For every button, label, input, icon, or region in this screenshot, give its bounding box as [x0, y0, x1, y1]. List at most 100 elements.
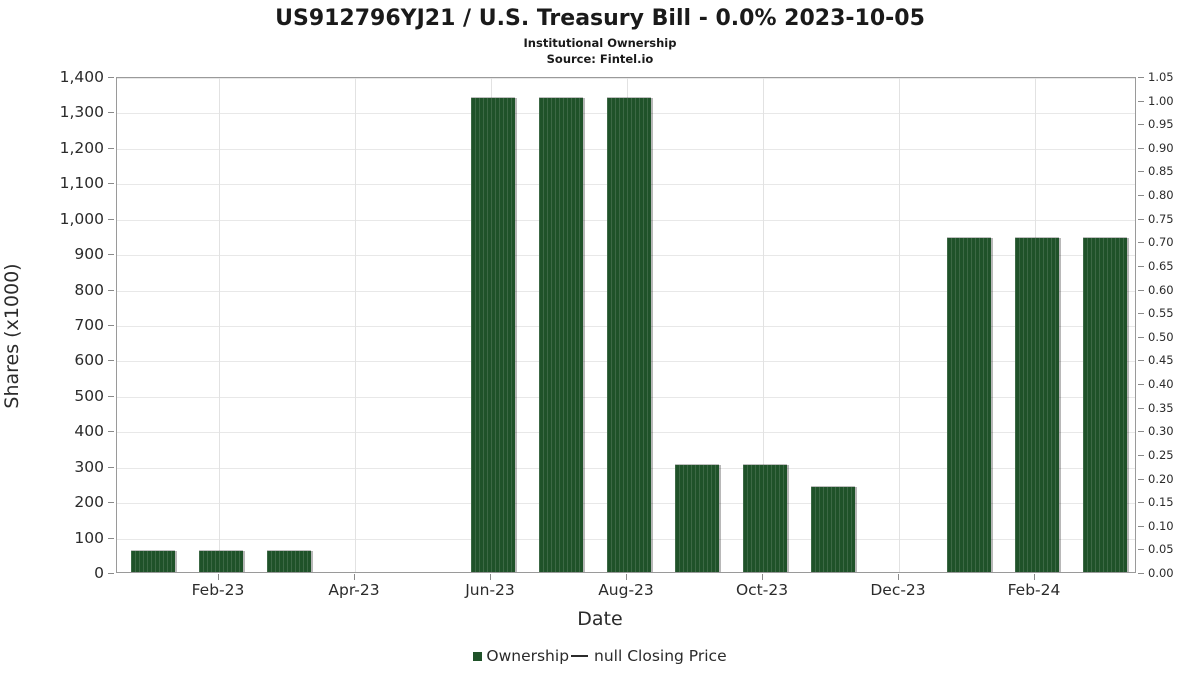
y2-axis-tick-mark	[1138, 124, 1144, 126]
y-axis-tick-label: 1,300	[59, 103, 104, 122]
bar[interactable]	[198, 550, 244, 572]
y-axis-tick-mark	[108, 573, 114, 574]
x-axis-tick-mark	[354, 574, 355, 580]
bar[interactable]	[130, 550, 176, 572]
bar[interactable]	[946, 237, 992, 572]
bar[interactable]	[266, 550, 312, 572]
y-axis-tick-label: 200	[74, 493, 104, 512]
y2-axis-tick-mark	[1138, 384, 1144, 386]
x-axis-tick-mark	[762, 574, 763, 580]
bar[interactable]	[1082, 237, 1128, 572]
y-axis-tick-label: 800	[74, 280, 104, 299]
y-axis-tick-mark	[108, 147, 114, 149]
x-axis-tick-mark	[1034, 574, 1035, 580]
bar[interactable]	[1014, 237, 1060, 572]
y-axis-tick-mark	[108, 466, 114, 468]
y-axis-tick-mark	[108, 254, 114, 256]
y-axis-tick-mark	[108, 112, 114, 114]
y2-axis-tick-label: 1.00	[1148, 93, 1174, 108]
bar[interactable]	[470, 98, 516, 572]
y2-axis-tick-label: 1.05	[1148, 70, 1174, 84]
x-axis-tick-label: Feb-24	[1007, 581, 1061, 599]
y2-axis-tick-mark	[1138, 573, 1144, 574]
y-axis-tick-label: 400	[74, 422, 104, 441]
y2-axis-tick-label: 0.45	[1148, 353, 1174, 368]
y-axis-tick-label: 1,200	[59, 138, 104, 157]
y2-axis-tick-mark	[1138, 502, 1144, 504]
y2-axis-tick-label: 0.50	[1148, 329, 1174, 344]
bar[interactable]	[674, 464, 720, 572]
y2-axis-tick-label: 0.25	[1148, 447, 1174, 462]
legend-item-ownership[interactable]: Ownership	[473, 647, 569, 665]
y-axis-tick-label: 700	[74, 316, 104, 334]
y2-axis-tick-mark	[1138, 360, 1144, 362]
chart-source: Source: Fintel.io	[546, 52, 654, 66]
y2-axis-tick-mark	[1138, 147, 1144, 149]
bar[interactable]	[606, 98, 652, 572]
y2-axis-tick-mark	[1138, 454, 1144, 456]
y2-axis-tick-mark	[1138, 407, 1144, 409]
gridline	[355, 78, 356, 572]
y-axis-tick-mark	[108, 325, 114, 326]
y-axis-tick-mark	[108, 360, 114, 362]
chart-title: US912796YJ21 / U.S. Treasury Bill - 0.0%…	[275, 6, 925, 31]
gridline	[763, 78, 764, 572]
y2-axis-tick-mark	[1138, 525, 1144, 527]
y2-axis-tick-mark	[1138, 313, 1144, 315]
legend-item-closing-price[interactable]: null Closing Price	[569, 647, 727, 665]
y2-axis-tick-label: 0.00	[1148, 566, 1174, 580]
line-marker-icon	[571, 655, 589, 657]
bar[interactable]	[810, 486, 856, 572]
y2-axis-tick-label: 0.20	[1148, 471, 1174, 486]
y2-axis-tick-label: 0.35	[1148, 400, 1174, 415]
y-axis-tick-mark	[108, 395, 114, 397]
gridline	[219, 78, 220, 572]
y-axis-tick-label: 300	[74, 457, 104, 476]
y2-axis-tick-label: 0.55	[1148, 306, 1174, 321]
y-axis-tick-label: 1,000	[59, 209, 104, 228]
legend-label-closing-price: null Closing Price	[594, 647, 727, 665]
y2-axis-tick-label: 0.75	[1148, 211, 1174, 226]
x-axis-tick-label: Jun-23	[465, 581, 515, 599]
y-axis-tick-label: 0	[94, 564, 104, 582]
y2-axis-tick-label: 0.15	[1148, 495, 1174, 510]
y2-axis-tick-label: 0.95	[1148, 117, 1174, 132]
y-axis-tick-label: 900	[74, 245, 104, 264]
x-axis-tick-label: Apr-23	[328, 581, 380, 599]
y2-axis-tick-label: 0.30	[1148, 424, 1174, 439]
bar[interactable]	[538, 98, 584, 572]
x-axis-tick-mark	[218, 574, 219, 580]
x-axis-tick-label: Dec-23	[870, 581, 926, 599]
y2-axis-tick-mark	[1138, 195, 1144, 197]
y2-axis-tick-mark	[1138, 336, 1144, 338]
y2-axis-tick-label: 0.40	[1148, 377, 1174, 392]
y2-axis-tick-mark	[1138, 289, 1144, 291]
y-axis-tick-mark	[108, 77, 114, 78]
y-axis-tick-mark	[108, 289, 114, 291]
legend-label-ownership: Ownership	[486, 647, 570, 665]
gridline	[117, 78, 1135, 79]
gridline	[899, 78, 900, 572]
x-axis-tick-mark	[898, 574, 899, 580]
x-axis-tick-label: Oct-23	[735, 581, 789, 599]
plot-area	[116, 77, 1136, 573]
y2-axis-tick-mark	[1138, 242, 1144, 244]
y-axis-tick-mark	[108, 183, 114, 185]
x-axis-label: Date	[577, 608, 623, 630]
bar[interactable]	[742, 464, 788, 572]
y2-axis-tick-mark	[1138, 265, 1144, 267]
y2-axis-tick-mark	[1138, 77, 1144, 78]
y2-axis-tick-label: 0.65	[1148, 258, 1174, 273]
y2-axis-tick-label: 0.90	[1148, 140, 1174, 155]
y-axis-tick-label: 1,100	[59, 174, 104, 193]
y-axis-tick-mark	[108, 502, 114, 504]
chart-legend: Ownership null Closing Price	[0, 647, 1200, 665]
y-axis-tick-mark	[108, 537, 114, 539]
y-axis-tick-label: 600	[74, 351, 104, 370]
y-axis-tick-label: 1,400	[59, 68, 104, 86]
y2-axis-tick-label: 0.85	[1148, 164, 1174, 179]
x-axis-tick-label: Aug-23	[598, 581, 654, 599]
x-axis-tick-label: Feb-23	[191, 581, 245, 599]
y-axis-label: Shares (x1000)	[1, 263, 23, 409]
